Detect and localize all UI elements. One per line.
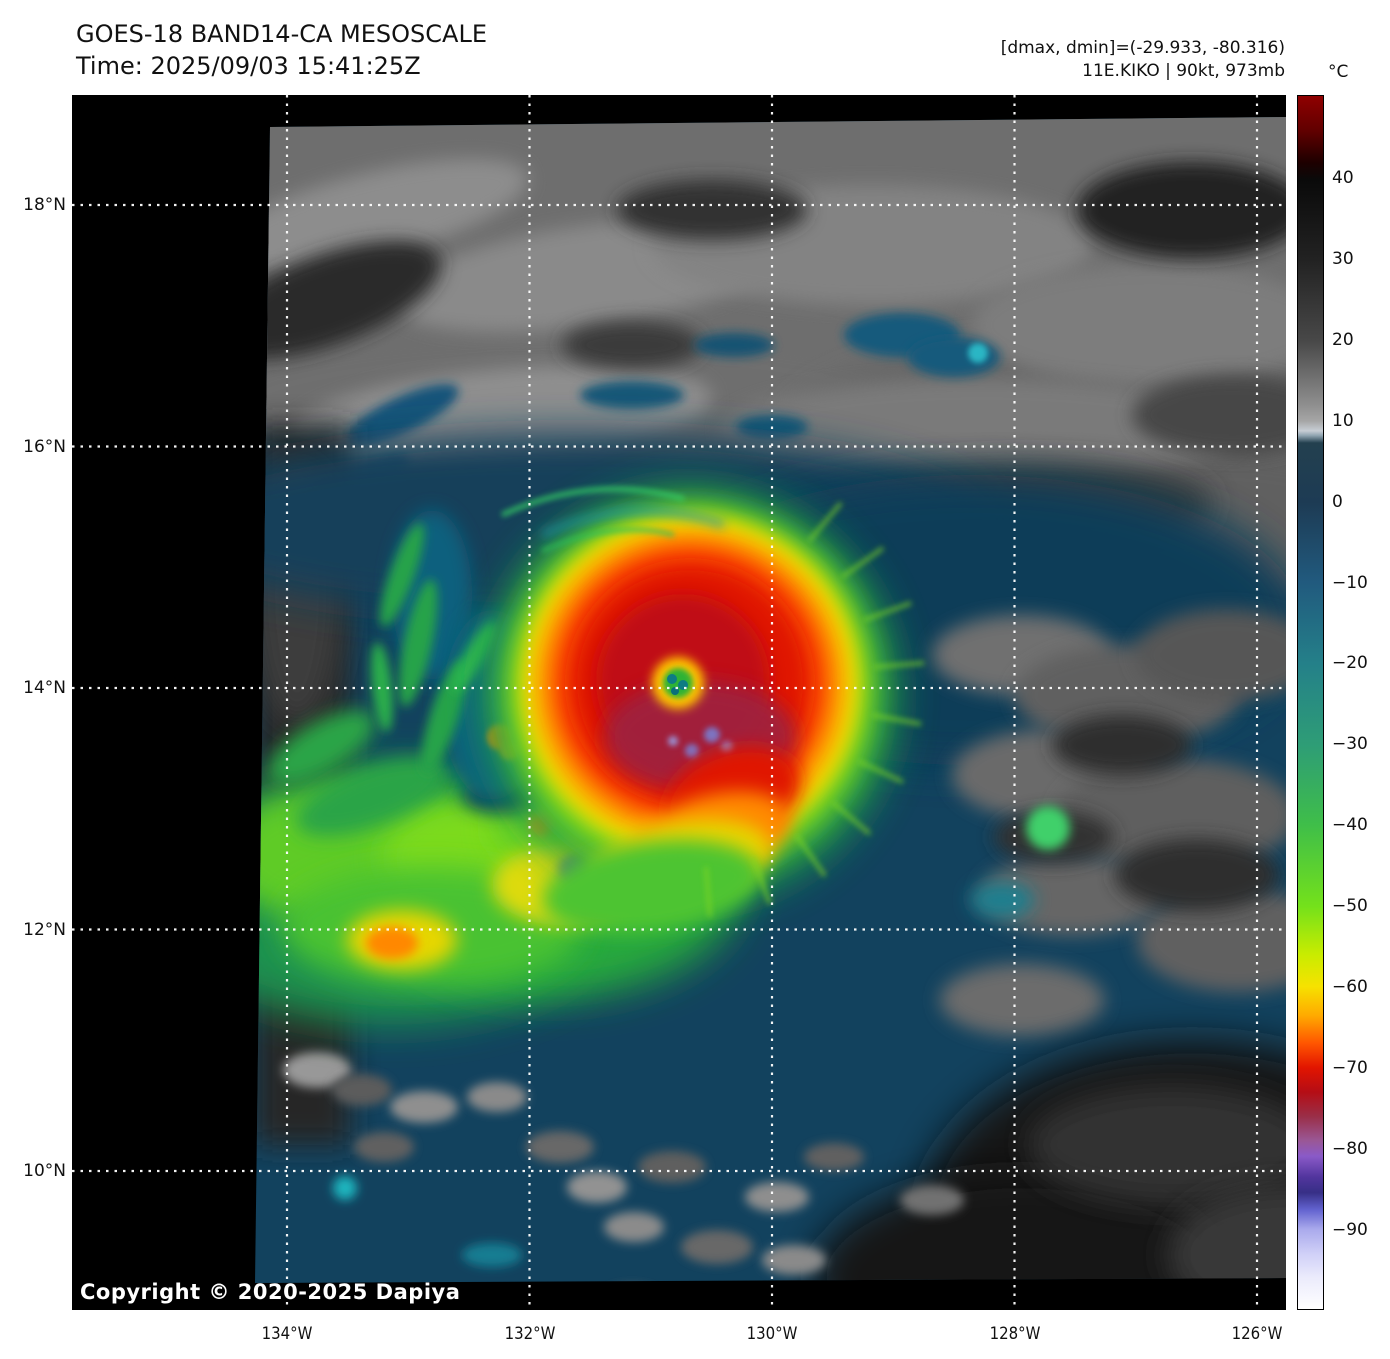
temperature-colorbar [1297, 95, 1324, 1310]
colorbar-tick: 20 [1332, 330, 1354, 350]
lon-label-134w: 134°W [261, 1324, 313, 1344]
hurricane [482, 486, 925, 935]
storm-info: 11E.KIKO | 90kt, 973mb [1082, 61, 1285, 81]
lon-label-126w: 126°W [1231, 1324, 1283, 1344]
colorbar-tick: −40 [1332, 815, 1368, 835]
image-timestamp: Time: 2025/09/03 15:41:25Z [76, 52, 421, 80]
colorbar-tick: 40 [1332, 168, 1354, 188]
colorbar-tick: 30 [1332, 249, 1354, 269]
lat-label-16n: 16°N [23, 437, 66, 457]
lat-label-12n: 12°N [23, 920, 66, 940]
satellite-data-swath [255, 117, 1286, 1283]
dmax-dmin-readout: [dmax, dmin]=(-29.933, -80.316) [1000, 38, 1285, 58]
colorbar-tick: −20 [1332, 653, 1368, 673]
colorbar-tick: −30 [1332, 734, 1368, 754]
lat-label-14n: 14°N [23, 678, 66, 698]
lat-label-10n: 10°N [23, 1161, 66, 1181]
colorbar-tick: −90 [1332, 1220, 1368, 1240]
satellite-plot-area: Copyright © 2020-2025 Dapiya [72, 95, 1286, 1310]
colorbar-tick-labels: 40 30 20 10 0 −10 −20 −30 −40 −50 −60 −7… [1332, 95, 1390, 1310]
lon-label-132w: 132°W [504, 1324, 556, 1344]
colorbar-tick: 10 [1332, 411, 1354, 431]
colorbar-tick: −80 [1332, 1139, 1368, 1159]
copyright-watermark: Copyright © 2020-2025 Dapiya [80, 1280, 461, 1304]
colorbar-tick: 0 [1332, 492, 1343, 512]
colorbar-tick: −50 [1332, 896, 1368, 916]
lon-label-128w: 128°W [989, 1324, 1041, 1344]
page-title: GOES-18 BAND14-CA MESOSCALE [76, 20, 487, 48]
lon-label-130w: 130°W [746, 1324, 798, 1344]
lat-label-18n: 18°N [23, 195, 66, 215]
colorbar-tick: −60 [1332, 977, 1368, 997]
gridlines [72, 95, 1286, 1310]
colorbar-tick: −70 [1332, 1058, 1368, 1078]
colorbar-tick: −10 [1332, 573, 1368, 593]
satellite-image [72, 95, 1286, 1310]
hurricane-eye [652, 657, 704, 709]
colorbar-unit-label: °C [1328, 62, 1349, 82]
